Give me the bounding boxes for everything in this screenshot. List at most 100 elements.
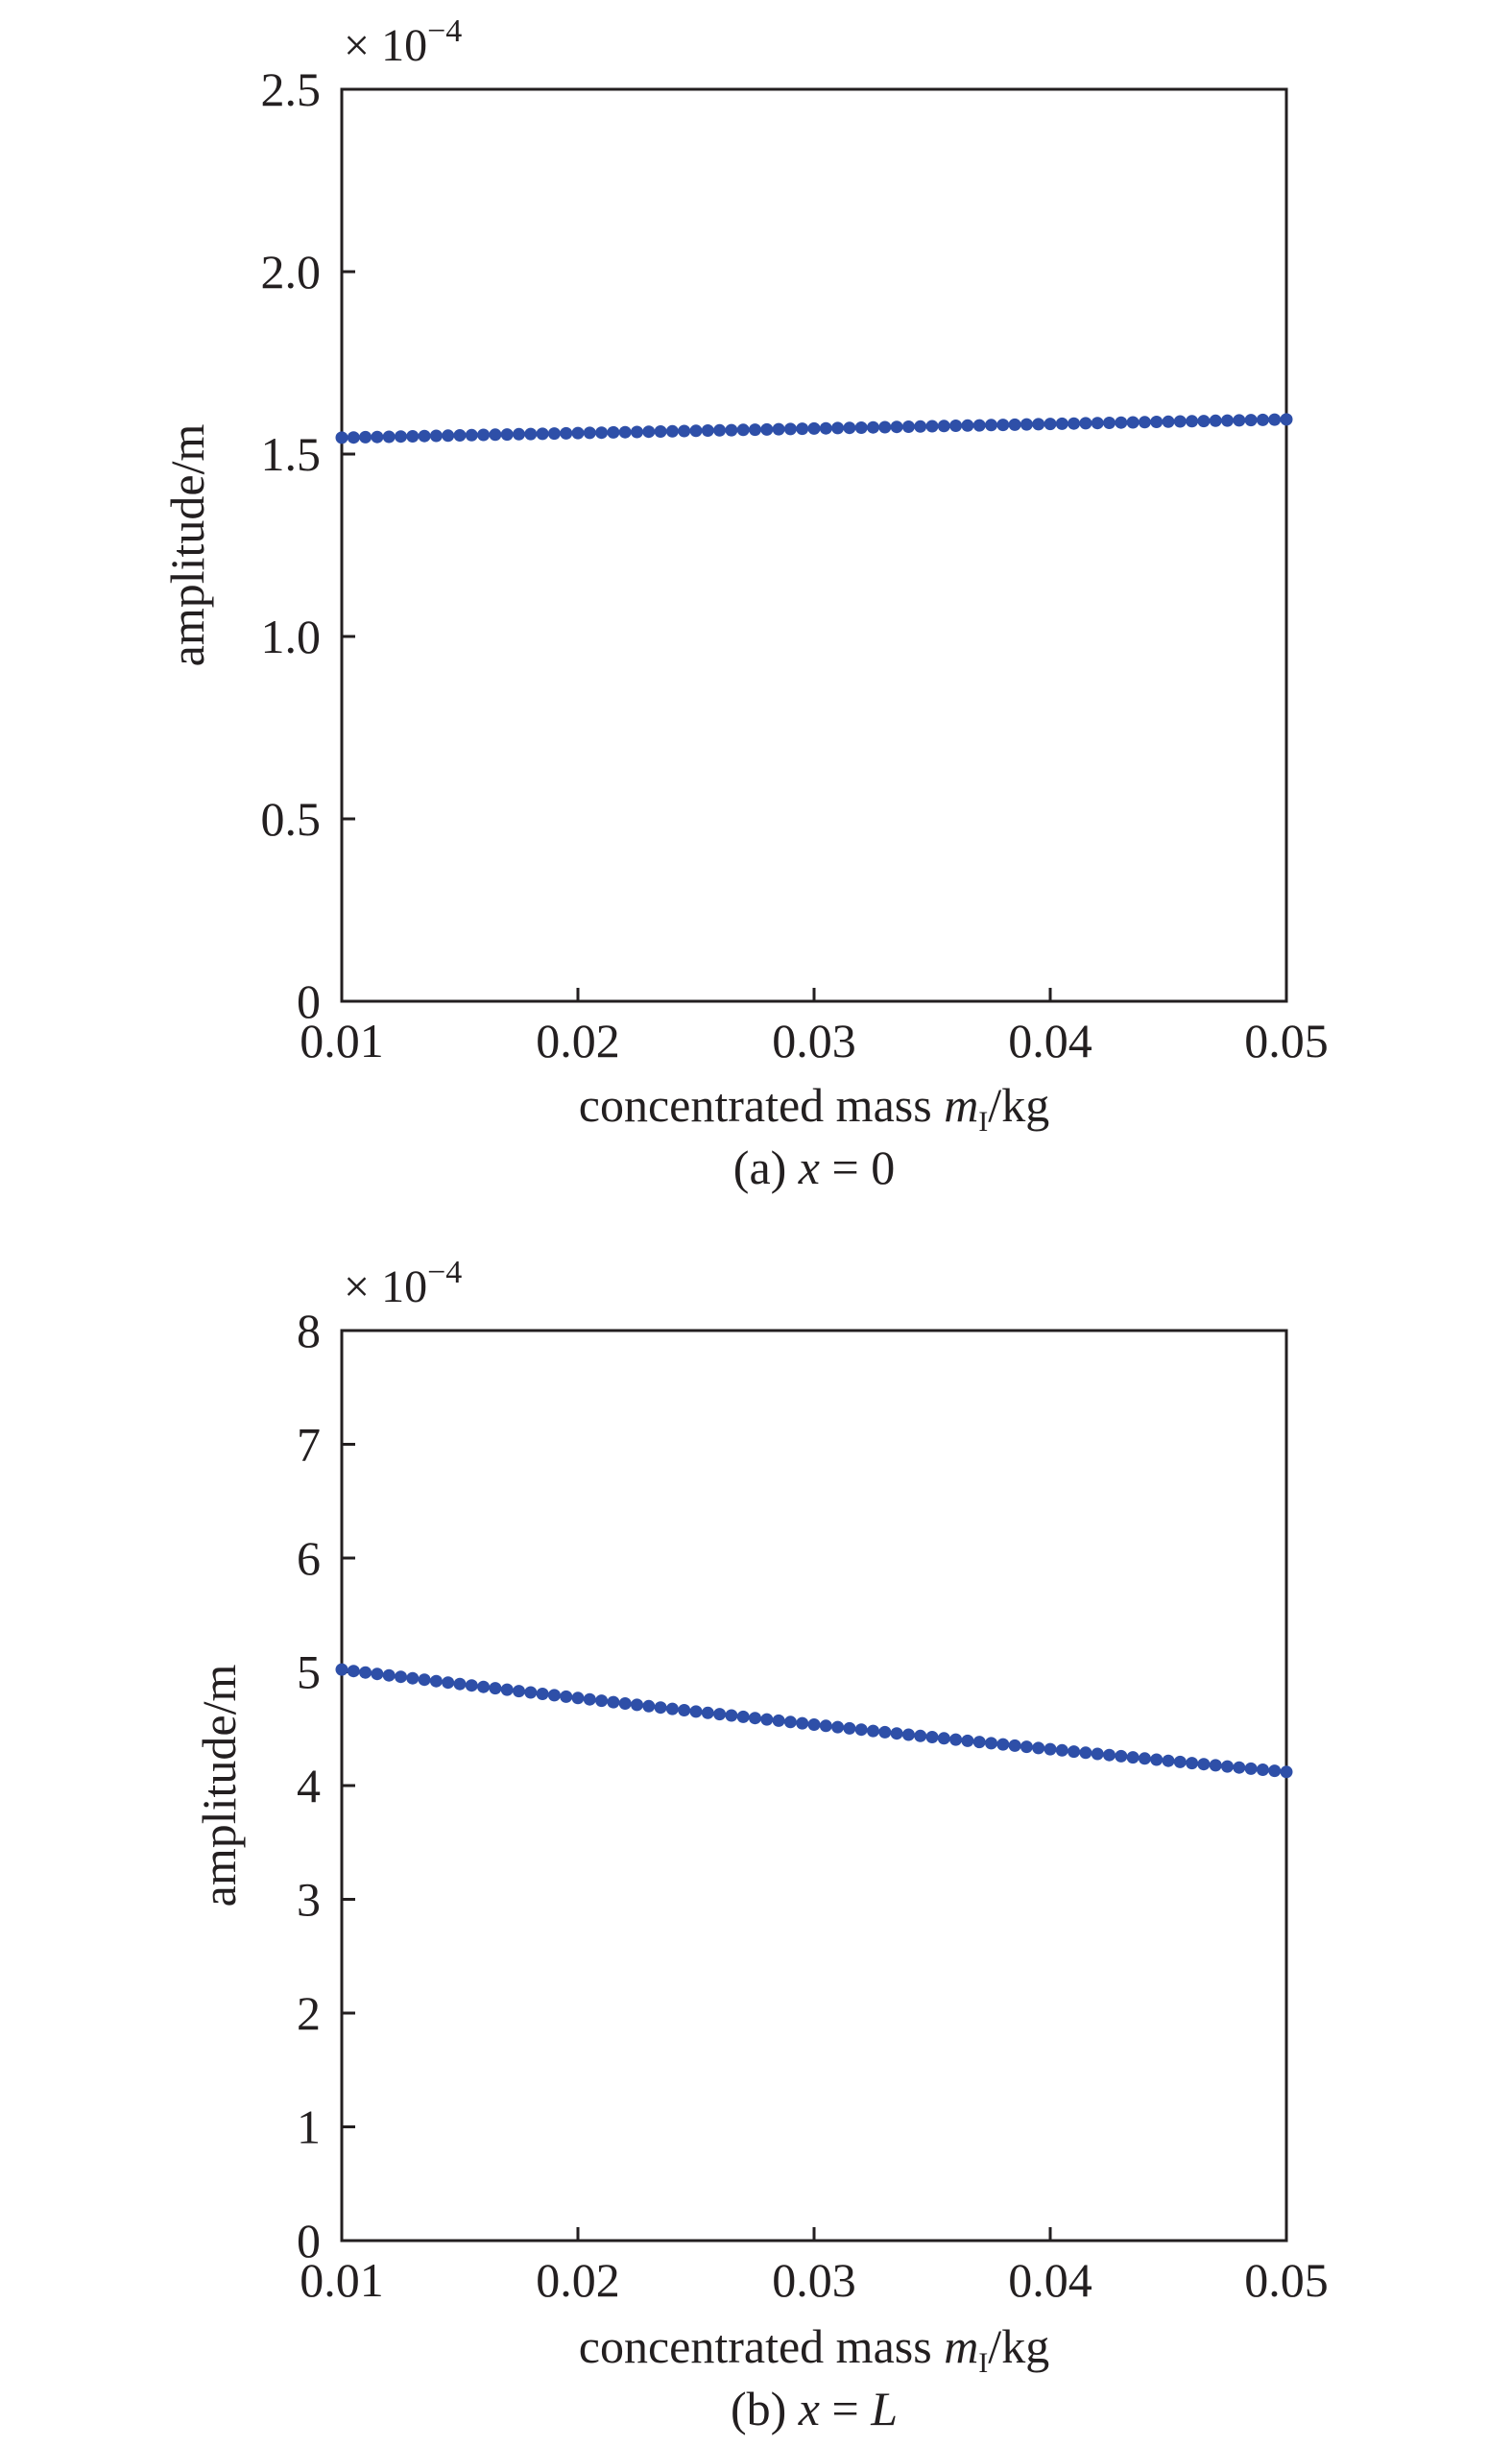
x-tick-label: 0.03 [772, 2253, 856, 2307]
y-tick-label: 2.5 [261, 62, 322, 116]
data-point [1138, 1752, 1151, 1765]
data-point [1150, 416, 1164, 428]
y-tick-label: 8 [297, 1304, 321, 1357]
data-point [1186, 415, 1199, 428]
data-point [701, 1706, 714, 1719]
data-point [854, 1723, 868, 1737]
data-point [1186, 1757, 1199, 1770]
data-point [560, 1690, 573, 1703]
data-point [583, 1692, 596, 1706]
data-point [642, 425, 656, 439]
y-tick-label: 4 [297, 1759, 321, 1812]
data-point [1173, 415, 1187, 428]
data-point [513, 1685, 525, 1698]
data-point [500, 1683, 514, 1696]
data-point [783, 1715, 797, 1729]
y-tick-label: 1.0 [261, 610, 322, 663]
x-tick-label: 0.01 [300, 1014, 384, 1068]
data-point [524, 1686, 538, 1699]
data-point [760, 422, 774, 436]
data-point [783, 422, 797, 436]
data-point [725, 1709, 738, 1722]
y-tick-label: 1 [297, 2100, 321, 2154]
data-point [465, 428, 478, 442]
data-point [607, 425, 620, 439]
data-point [418, 429, 431, 443]
data-point [713, 423, 727, 437]
panel-caption: (a) x = 0 [733, 1140, 895, 1194]
data-point [937, 1732, 950, 1745]
data-point [1280, 1765, 1293, 1779]
data-point [607, 1695, 620, 1709]
data-point [831, 1720, 845, 1734]
y-tick-label: 7 [297, 1418, 321, 1472]
data-point [429, 1674, 443, 1688]
data-point [878, 1725, 892, 1739]
data-point [359, 430, 372, 444]
y-tick-label: 0 [297, 974, 321, 1028]
data-point [547, 427, 561, 441]
data-point [665, 1702, 679, 1715]
data-point [819, 421, 832, 435]
data-point [477, 1680, 491, 1693]
data-point [477, 428, 491, 442]
data-point [1256, 1763, 1269, 1776]
data-point [1079, 417, 1092, 430]
data-point [972, 419, 986, 432]
data-point [1233, 1761, 1246, 1774]
data-point [418, 1673, 431, 1687]
data-point [382, 430, 396, 444]
y-tick-label: 3 [297, 1873, 321, 1927]
x-tick-label: 0.01 [300, 2253, 384, 2307]
data-point [725, 423, 738, 437]
data-point [382, 1668, 396, 1682]
x-tick-label: 0.05 [1244, 2253, 1329, 2307]
data-point [429, 429, 443, 443]
data-point [665, 424, 679, 438]
data-point [1115, 416, 1128, 429]
data-point [807, 421, 821, 435]
data-point [985, 1737, 997, 1750]
data-point [1044, 418, 1057, 431]
data-point [489, 1682, 502, 1695]
data-point [925, 420, 939, 433]
data-point [631, 1698, 643, 1712]
series-0 [335, 413, 1293, 444]
data-point [772, 422, 785, 436]
data-point [442, 1676, 455, 1690]
data-point [772, 1714, 785, 1727]
data-point [442, 429, 455, 443]
data-point [1008, 1739, 1021, 1752]
data-point [678, 1704, 691, 1716]
data-point [1032, 418, 1045, 431]
data-point [843, 421, 856, 435]
data-point [335, 431, 348, 444]
data-point [406, 430, 420, 443]
y-tick-label: 2 [297, 1986, 321, 2040]
data-point [489, 428, 502, 442]
data-point [689, 1705, 703, 1718]
data-point [996, 1738, 1010, 1751]
data-point [1209, 414, 1222, 427]
data-point [831, 421, 845, 435]
data-point [1020, 1740, 1033, 1754]
y-tick-label: 6 [297, 1531, 321, 1585]
data-point [678, 424, 691, 438]
data-point [1091, 417, 1104, 430]
x-tick-label: 0.02 [536, 2253, 620, 2307]
panel-caption: (b) x = L [731, 2382, 898, 2435]
data-point [642, 1699, 656, 1713]
data-point [335, 1663, 348, 1676]
data-point [749, 1712, 761, 1725]
data-point [583, 426, 596, 440]
x-axis-title: concentrated mass mI/kg [579, 1078, 1049, 1138]
data-point [1268, 1764, 1282, 1778]
y-axis-multiplier: × 10−4 [344, 13, 462, 71]
data-point [1280, 413, 1293, 426]
data-point [1197, 415, 1211, 428]
data-point [1162, 415, 1175, 428]
data-point [914, 1729, 927, 1742]
data-point [618, 1697, 632, 1710]
data-point [972, 1736, 986, 1749]
data-point [500, 428, 514, 442]
